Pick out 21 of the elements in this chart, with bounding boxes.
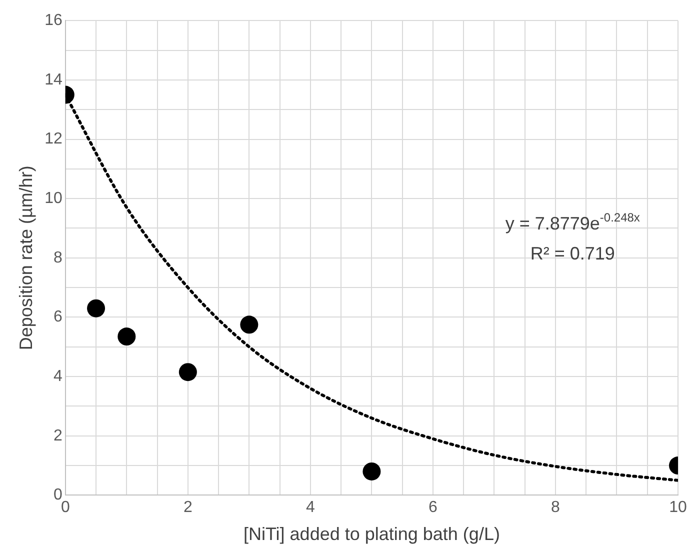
y-tick-label: 6: [53, 308, 62, 326]
y-axis-title: Deposition rate (µm/hr): [16, 166, 36, 350]
y-tick-label: 14: [44, 71, 62, 88]
y-tick-label: 2: [53, 427, 62, 444]
x-axis-title: [NiTi] added to plating bath (g/L): [243, 524, 500, 544]
y-tick-label: 0: [53, 486, 62, 504]
point: [240, 316, 258, 334]
x-tick-label: 2: [183, 499, 192, 516]
x-tick-label: 8: [551, 499, 560, 516]
point: [178, 363, 197, 382]
x-tick-label: 10: [669, 499, 687, 516]
y-tick-label: 10: [44, 190, 62, 207]
point: [118, 328, 136, 346]
annotation: R² = 0.719: [530, 243, 615, 264]
y-tick-label: 4: [53, 368, 62, 385]
x-tick-label: 6: [428, 499, 438, 516]
y-tick-label: 12: [44, 130, 62, 148]
point: [87, 299, 106, 318]
y-tick-label: 8: [53, 249, 62, 266]
y-tick-label: 16: [44, 12, 62, 30]
x-tick-label: 4: [306, 499, 315, 516]
